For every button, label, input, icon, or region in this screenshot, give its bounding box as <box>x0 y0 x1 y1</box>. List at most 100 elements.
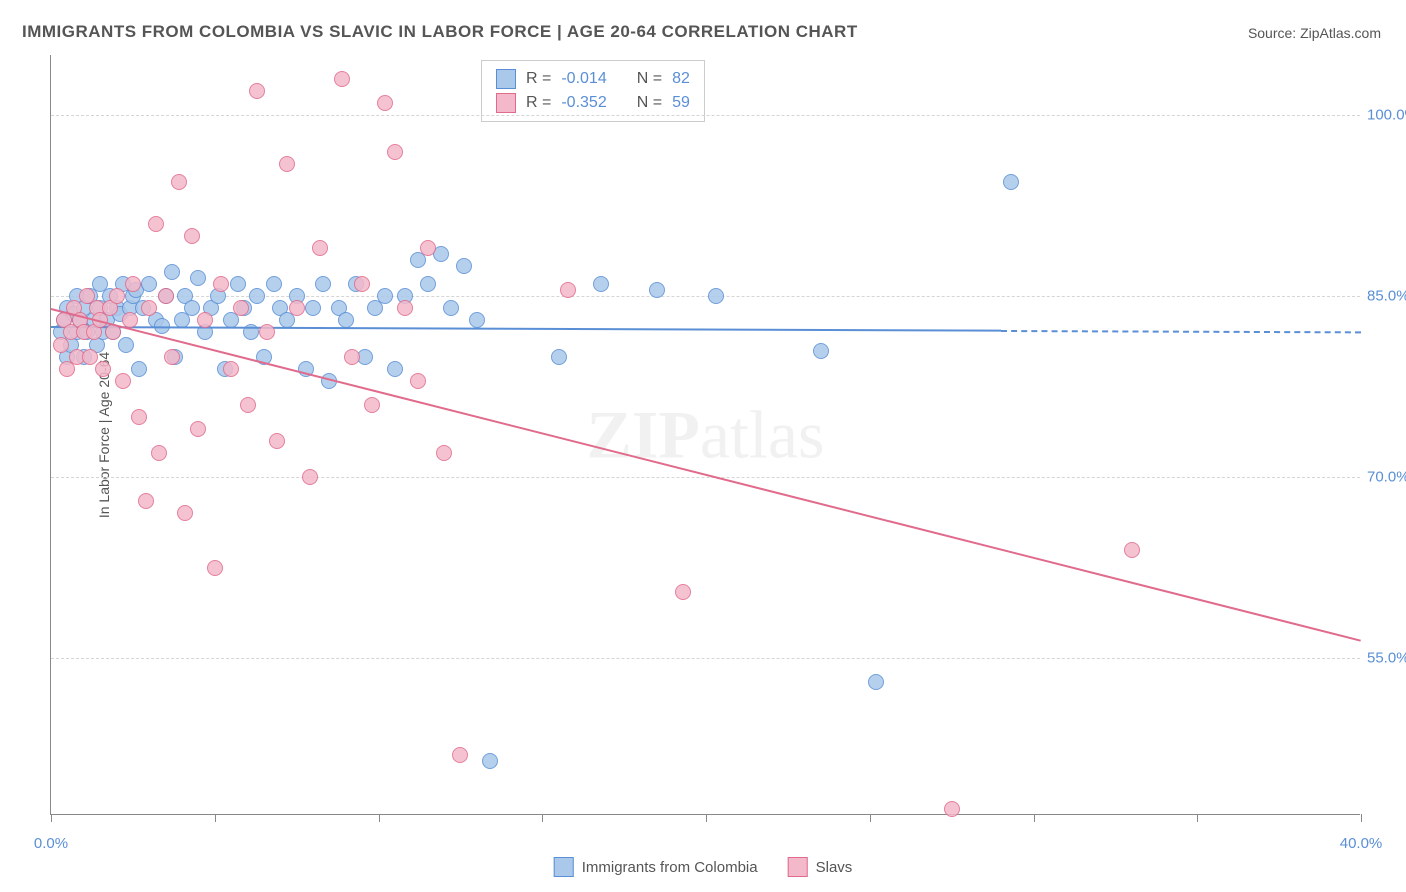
gridline <box>51 115 1360 116</box>
scatter-point <box>377 95 393 111</box>
watermark-zip: ZIP <box>587 396 700 472</box>
scatter-point <box>190 421 206 437</box>
scatter-point <box>259 324 275 340</box>
scatter-point <box>109 288 125 304</box>
scatter-point <box>312 240 328 256</box>
gridline <box>51 477 1360 478</box>
legend-series-name: Slavs <box>816 859 853 876</box>
x-tick <box>542 814 543 822</box>
scatter-point <box>364 397 380 413</box>
scatter-point <box>82 349 98 365</box>
scatter-point <box>1003 174 1019 190</box>
legend-n-value: 82 <box>672 70 690 88</box>
source-credit: Source: ZipAtlas.com <box>1248 25 1381 41</box>
scatter-point <box>420 240 436 256</box>
x-tick <box>706 814 707 822</box>
scatter-point <box>279 156 295 172</box>
scatter-point <box>551 349 567 365</box>
gridline <box>51 658 1360 659</box>
scatter-point <box>158 288 174 304</box>
scatter-point <box>249 288 265 304</box>
y-tick-label: 55.0% <box>1367 650 1406 667</box>
scatter-point <box>131 409 147 425</box>
legend-r-value: -0.352 <box>561 94 606 112</box>
scatter-point <box>354 276 370 292</box>
scatter-point <box>469 312 485 328</box>
scatter-point <box>213 276 229 292</box>
chart-container: IMMIGRANTS FROM COLOMBIA VS SLAVIC IN LA… <box>0 0 1406 892</box>
regression-line <box>51 308 1361 642</box>
scatter-point <box>334 71 350 87</box>
scatter-point <box>230 276 246 292</box>
scatter-point <box>118 337 134 353</box>
scatter-point <box>443 300 459 316</box>
scatter-point <box>397 300 413 316</box>
scatter-point <box>675 584 691 600</box>
correlation-legend: R =-0.014N =82R =-0.352N =59 <box>481 60 705 122</box>
chart-title: IMMIGRANTS FROM COLOMBIA VS SLAVIC IN LA… <box>22 22 858 42</box>
scatter-point <box>131 361 147 377</box>
scatter-point <box>125 276 141 292</box>
scatter-point <box>560 282 576 298</box>
scatter-point <box>95 361 111 377</box>
scatter-point <box>190 270 206 286</box>
legend-r-label: R = <box>526 70 551 88</box>
scatter-point <box>223 361 239 377</box>
series-legend: Immigrants from Colombia Slavs <box>554 857 853 877</box>
scatter-point <box>456 258 472 274</box>
scatter-point <box>944 801 960 817</box>
scatter-point <box>164 349 180 365</box>
scatter-point <box>141 300 157 316</box>
x-tick <box>1361 814 1362 822</box>
scatter-point <box>315 276 331 292</box>
scatter-point <box>177 505 193 521</box>
legend-series-item: Immigrants from Colombia <box>554 857 758 877</box>
scatter-point <box>593 276 609 292</box>
scatter-point <box>266 276 282 292</box>
regression-dashed <box>1001 330 1361 333</box>
watermark-atlas: atlas <box>700 396 825 472</box>
legend-r-label: R = <box>526 94 551 112</box>
scatter-point <box>184 228 200 244</box>
scatter-point <box>387 361 403 377</box>
scatter-point <box>240 397 256 413</box>
legend-n-label: N = <box>637 94 662 112</box>
scatter-point <box>171 174 187 190</box>
legend-swatch <box>554 857 574 877</box>
scatter-point <box>249 83 265 99</box>
legend-series-name: Immigrants from Colombia <box>582 859 758 876</box>
legend-series-item: Slavs <box>788 857 853 877</box>
scatter-point <box>482 753 498 769</box>
legend-swatch <box>496 93 516 113</box>
scatter-point <box>184 300 200 316</box>
scatter-point <box>338 312 354 328</box>
scatter-point <box>289 300 305 316</box>
scatter-point <box>148 216 164 232</box>
y-tick-label: 70.0% <box>1367 469 1406 486</box>
scatter-point <box>269 433 285 449</box>
scatter-point <box>164 264 180 280</box>
regression-line <box>51 326 1001 332</box>
scatter-point <box>302 469 318 485</box>
x-tick <box>1197 814 1198 822</box>
scatter-point <box>436 445 452 461</box>
legend-row: R =-0.014N =82 <box>496 67 690 91</box>
scatter-point <box>410 373 426 389</box>
scatter-point <box>708 288 724 304</box>
scatter-point <box>115 373 131 389</box>
scatter-point <box>207 560 223 576</box>
legend-n-value: 59 <box>672 94 690 112</box>
y-tick-label: 85.0% <box>1367 288 1406 305</box>
legend-swatch <box>496 69 516 89</box>
source-label: Source: <box>1248 25 1296 41</box>
x-tick <box>1034 814 1035 822</box>
legend-row: R = -0.352 N = 59 <box>496 91 690 115</box>
x-tick <box>51 814 52 822</box>
plot-area: In Labor Force | Age 20-64 ZIPatlas R =-… <box>50 55 1360 815</box>
scatter-point <box>420 276 436 292</box>
scatter-point <box>868 674 884 690</box>
scatter-point <box>452 747 468 763</box>
scatter-point <box>377 288 393 304</box>
source-link[interactable]: ZipAtlas.com <box>1300 25 1381 41</box>
scatter-point <box>305 300 321 316</box>
